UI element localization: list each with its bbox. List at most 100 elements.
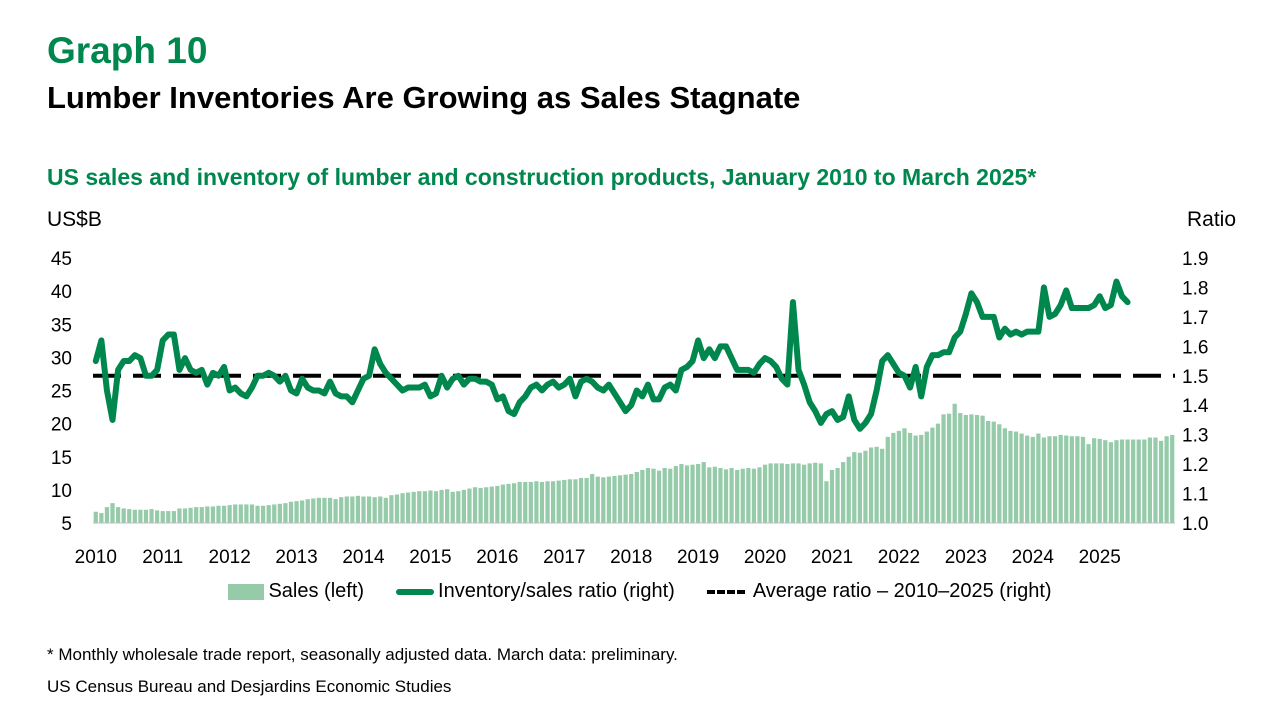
page-title: Lumber Inventories Are Growing as Sales … xyxy=(47,80,801,115)
sales-bar xyxy=(707,467,712,523)
sales-bar xyxy=(584,477,589,523)
sales-bar xyxy=(260,505,266,523)
left-axis-tick-label: 15 xyxy=(51,448,72,469)
sales-bar xyxy=(1002,428,1008,523)
sales-bar xyxy=(980,415,985,523)
sales-bar xyxy=(696,464,701,523)
right-axis-tick-label: 1.3 xyxy=(1182,426,1208,447)
sales-bar xyxy=(774,463,779,524)
sales-bar xyxy=(974,415,980,523)
sales-bar xyxy=(99,513,104,523)
sales-bar xyxy=(578,477,584,523)
sales-bar xyxy=(1086,444,1091,523)
sales-bar xyxy=(1052,436,1058,523)
sales-bar xyxy=(1153,437,1158,523)
left-axis-label: US$B xyxy=(47,208,102,231)
right-axis-tick-label: 1.8 xyxy=(1182,278,1208,299)
sales-bar xyxy=(467,488,472,523)
sales-bar xyxy=(668,468,673,523)
sales-bar xyxy=(612,475,617,523)
x-axis-tick-label: 2025 xyxy=(1079,547,1121,568)
sales-bar xyxy=(383,497,388,523)
sales-bar xyxy=(718,468,723,523)
sales-bar xyxy=(121,508,126,523)
sales-bar xyxy=(378,496,383,523)
sales-bar xyxy=(640,470,645,523)
sales-bar xyxy=(645,468,651,523)
sales-bar xyxy=(907,432,913,523)
sales-bar xyxy=(1114,440,1119,523)
sales-bar xyxy=(729,468,734,523)
sales-bar xyxy=(1103,440,1108,523)
sales-bar xyxy=(194,507,199,523)
sales-bar xyxy=(422,491,427,523)
sales-bar xyxy=(930,427,935,523)
sales-bar xyxy=(233,504,238,523)
sales-bar xyxy=(617,475,623,523)
sales-bar xyxy=(963,415,968,523)
sales-bar xyxy=(623,474,628,523)
sales-bar xyxy=(1170,434,1175,523)
sales-bar xyxy=(545,481,550,523)
sales-bar xyxy=(874,446,879,523)
sales-bar xyxy=(551,481,556,523)
right-axis-tick-label: 1.5 xyxy=(1182,367,1208,388)
x-axis-tick-label: 2017 xyxy=(543,547,585,568)
sales-bar xyxy=(344,496,349,523)
right-axis-tick-label: 1.1 xyxy=(1182,485,1208,506)
sales-bar xyxy=(227,505,232,523)
sales-bar xyxy=(255,505,260,523)
sales-bar xyxy=(986,420,991,523)
sales-bar xyxy=(489,486,494,523)
sales-bar xyxy=(1041,437,1047,523)
x-axis-tick-label: 2020 xyxy=(744,547,786,568)
sales-bar xyxy=(573,479,578,523)
sales-bar xyxy=(478,487,483,523)
sales-bar xyxy=(958,413,963,523)
sales-bar xyxy=(891,432,896,523)
sales-bar xyxy=(690,464,695,523)
sales-bar xyxy=(1019,433,1024,523)
sales-bar xyxy=(813,462,818,523)
sales-bar xyxy=(450,491,455,523)
sales-bar xyxy=(1047,436,1052,523)
sales-bar xyxy=(1008,430,1013,523)
sales-bar xyxy=(868,447,874,523)
sales-bar xyxy=(740,468,745,523)
sales-bar xyxy=(177,508,182,523)
sales-bar xyxy=(762,464,768,523)
right-axis-label: Ratio xyxy=(1186,208,1236,231)
sales-bar xyxy=(790,463,796,524)
sales-bar xyxy=(556,480,561,523)
sales-bar xyxy=(1092,438,1097,523)
x-axis-tick-label: 2021 xyxy=(811,547,853,568)
sales-bar xyxy=(1108,442,1113,523)
sales-bar xyxy=(406,492,411,523)
sales-bar xyxy=(138,509,143,523)
sales-bar xyxy=(439,489,444,524)
sales-bar xyxy=(534,481,539,523)
x-axis-tick-label: 2016 xyxy=(476,547,518,568)
right-axis-tick-label: 1.2 xyxy=(1182,455,1208,476)
x-axis-tick-label: 2022 xyxy=(878,547,920,568)
legend-item-average: Average ratio – 2010–2025 (right) xyxy=(706,580,1052,603)
sales-bar xyxy=(210,506,216,523)
sales-bar xyxy=(283,503,288,524)
sales-bar xyxy=(941,414,946,523)
sales-bar xyxy=(143,509,149,523)
sales-bar xyxy=(506,483,511,523)
sales-bar xyxy=(746,468,751,523)
right-axis-ticks: 1.9 1.8 1.7 1.6 1.5 1.4 1.3 1.2 1.1 1.0 xyxy=(1182,249,1209,535)
sales-bar xyxy=(896,430,902,523)
legend-label-ratio: Inventory/sales ratio (right) xyxy=(438,580,675,602)
sales-bar xyxy=(590,473,595,523)
sales-bar xyxy=(523,481,528,523)
legend-item-sales: Sales (left) xyxy=(228,580,364,603)
sales-bar xyxy=(316,497,321,523)
x-axis-tick-label: 2018 xyxy=(610,547,652,568)
left-axis-tick-label: 25 xyxy=(51,382,72,403)
right-axis-tick-label: 1.6 xyxy=(1182,337,1208,358)
sales-bar xyxy=(885,436,890,524)
sales-bar xyxy=(1058,434,1063,523)
